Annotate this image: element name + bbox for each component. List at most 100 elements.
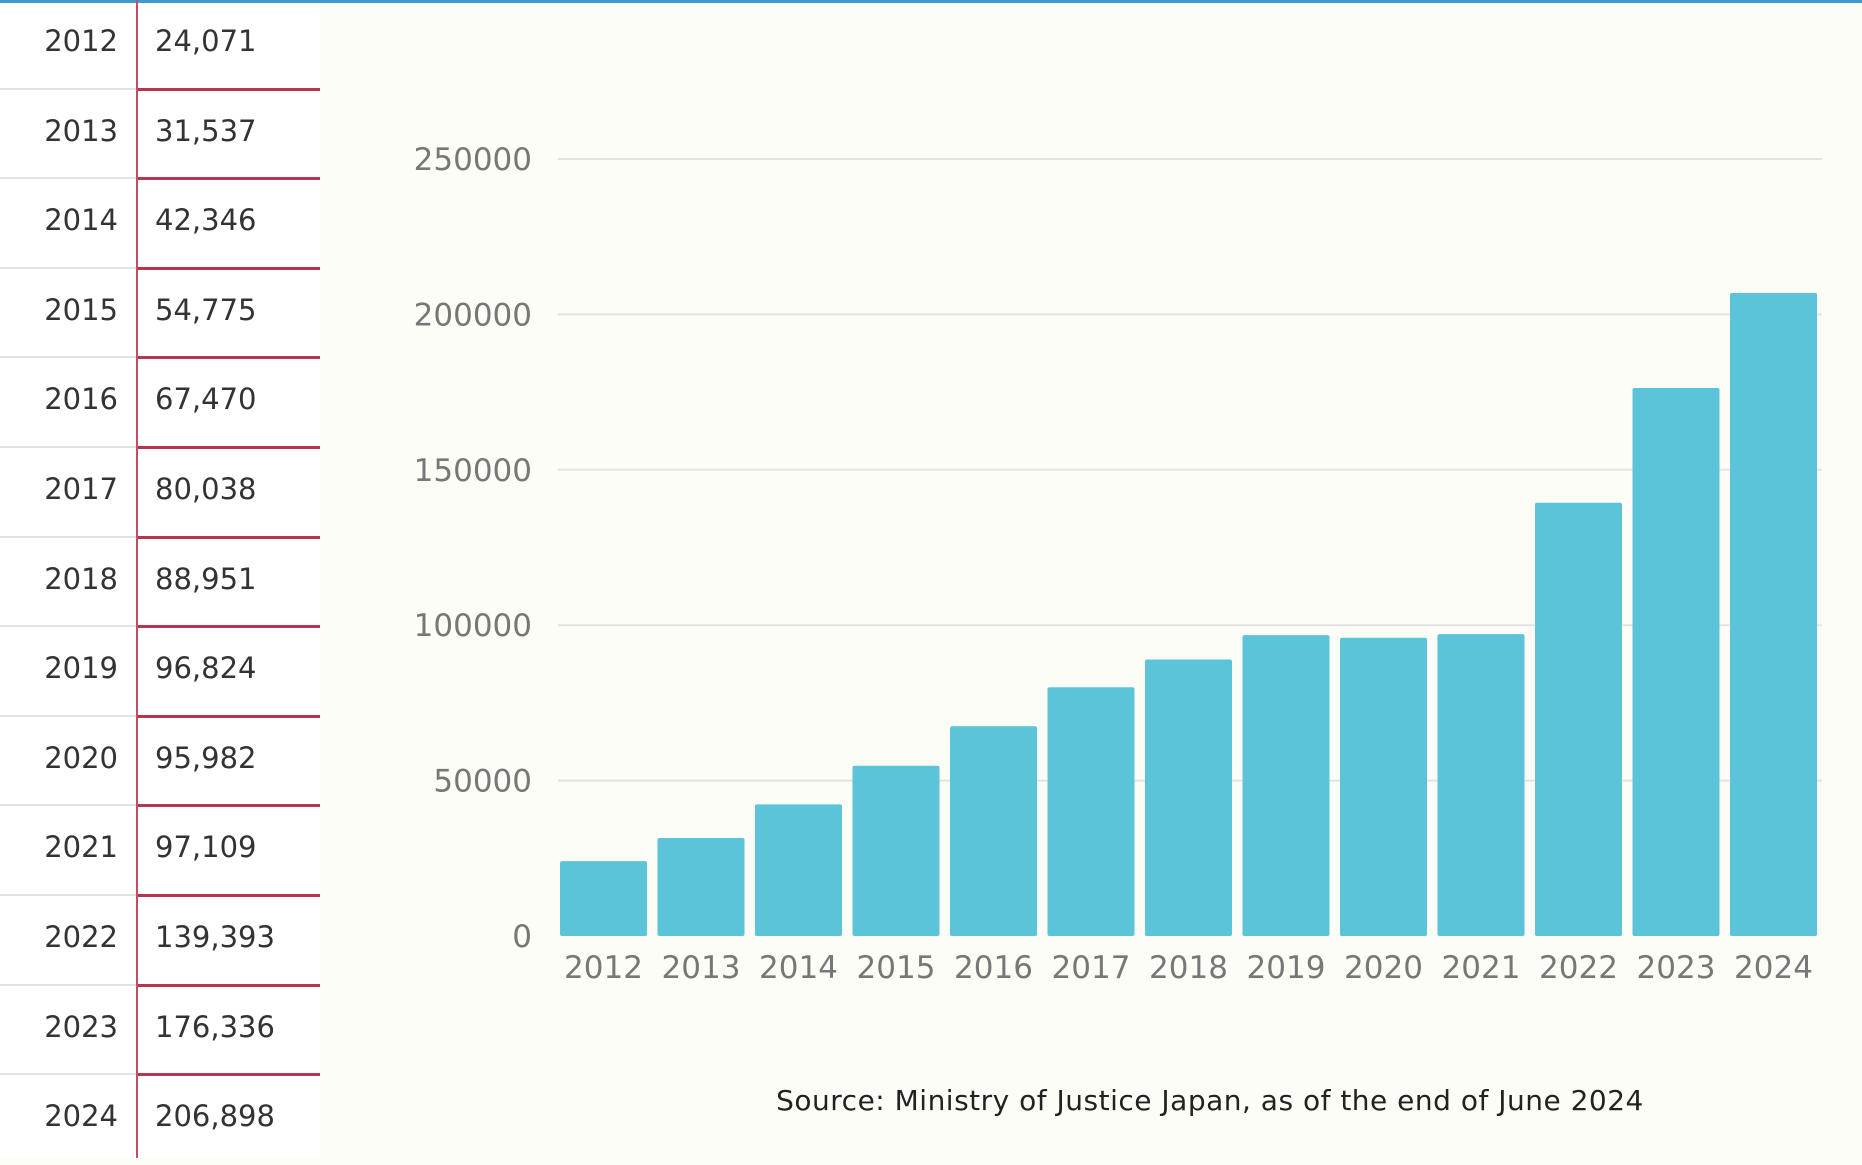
row-divider-accent (137, 535, 320, 539)
row-divider (0, 535, 137, 538)
bar (1730, 292, 1817, 936)
bar (1145, 659, 1232, 936)
y-tick-label: 50000 (433, 764, 532, 800)
bar (1535, 502, 1622, 936)
bar (1242, 635, 1330, 936)
x-tick-label: 2021 (1442, 950, 1521, 986)
table-row: 2021 97,109 (0, 806, 320, 897)
table-year: 2023 (44, 1009, 118, 1044)
table-year: 2013 (44, 113, 118, 148)
table-row: 2018 88,951 (0, 538, 320, 629)
table-year: 2020 (44, 740, 118, 775)
bar (950, 726, 1037, 936)
table-year: 2012 (44, 24, 118, 58)
table-value: 97,109 (155, 830, 257, 865)
table-year: 2022 (44, 920, 118, 954)
table-value: 96,824 (155, 651, 257, 686)
row-divider-accent (137, 266, 320, 270)
row-divider-accent (137, 804, 320, 808)
x-tick-label: 2013 (662, 950, 741, 986)
bar (1437, 634, 1525, 936)
table-year: 2018 (44, 561, 118, 596)
row-divider (0, 445, 137, 448)
table-row: 2020 95,982 (0, 717, 320, 808)
row-divider (0, 714, 137, 717)
bar (657, 837, 745, 936)
table-column-divider (136, 0, 138, 1158)
table-row: 2015 54,775 (0, 269, 320, 360)
row-divider-accent (137, 445, 320, 449)
table-value: 31,537 (155, 113, 257, 148)
bar (1340, 637, 1427, 936)
table-row: 2022 139,393 (0, 896, 320, 987)
row-divider (0, 804, 137, 807)
table-row: 2017 80,038 (0, 448, 320, 539)
row-divider (0, 87, 137, 90)
row-divider-accent (137, 1073, 320, 1077)
row-divider-accent (137, 714, 320, 718)
y-tick-label: 0 (512, 919, 532, 955)
x-tick-label: 2014 (759, 950, 838, 986)
table-value: 54,775 (155, 292, 257, 327)
bar (1632, 387, 1720, 936)
table-value: 80,038 (155, 472, 257, 506)
table-value: 139,393 (155, 920, 275, 954)
row-divider (0, 625, 137, 628)
y-tick-label: 200000 (414, 297, 532, 333)
x-tick-label: 2024 (1734, 950, 1813, 986)
data-table: 2012 24,071 2013 31,537 2014 42,346 2015… (0, 3, 320, 1158)
table-year: 2019 (44, 651, 118, 686)
x-tick-label: 2015 (857, 950, 936, 986)
y-tick-label: 150000 (414, 453, 532, 489)
table-value: 67,470 (155, 382, 257, 417)
table-row: 2024 206,898 (0, 1075, 320, 1165)
x-tick-label: 2019 (1247, 950, 1326, 986)
y-tick-label: 100000 (414, 608, 532, 644)
table-value: 176,336 (155, 1009, 275, 1044)
table-value: 24,071 (155, 24, 257, 58)
table-value: 88,951 (155, 561, 257, 596)
row-divider-accent (137, 893, 320, 897)
table-year: 2024 (44, 1099, 118, 1134)
row-divider-accent (137, 625, 320, 629)
x-tick-label: 2017 (1052, 950, 1131, 986)
row-divider-accent (137, 177, 320, 181)
bar (852, 765, 940, 936)
x-tick-label: 2023 (1637, 950, 1716, 986)
x-tick-label: 2022 (1539, 950, 1618, 986)
x-tick-label: 2012 (564, 950, 643, 986)
bar (560, 861, 647, 936)
table-year: 2016 (44, 382, 118, 417)
table-row: 2013 31,537 (0, 90, 320, 181)
row-divider (0, 177, 137, 180)
x-tick-label: 2018 (1149, 950, 1228, 986)
table-value: 95,982 (155, 740, 257, 775)
table-row: 2019 96,824 (0, 627, 320, 718)
x-tick-label: 2020 (1344, 950, 1423, 986)
row-divider-accent (137, 87, 320, 91)
y-tick-label: 250000 (414, 142, 532, 178)
table-value: 42,346 (155, 203, 257, 238)
row-divider (0, 356, 137, 359)
table-value: 206,898 (155, 1099, 275, 1134)
table-row: 2014 42,346 (0, 179, 320, 270)
bar (755, 804, 842, 936)
bar (1047, 687, 1135, 936)
row-divider (0, 1073, 137, 1076)
table-year: 2017 (44, 472, 118, 506)
table-year: 2015 (44, 292, 118, 327)
table-row: 2023 176,336 (0, 986, 320, 1077)
table-row: 2012 24,071 (0, 0, 320, 91)
row-divider (0, 266, 137, 269)
row-divider-accent (137, 356, 320, 360)
row-divider (0, 983, 137, 986)
row-divider-accent (137, 983, 320, 987)
source-note: Source: Ministry of Justice Japan, as of… (776, 1084, 1644, 1117)
x-tick-label: 2016 (954, 950, 1033, 986)
table-year: 2021 (44, 830, 118, 865)
table-year: 2014 (44, 203, 118, 238)
top-border (0, 0, 1862, 3)
row-divider (0, 893, 137, 896)
table-row: 2016 67,470 (0, 358, 320, 449)
